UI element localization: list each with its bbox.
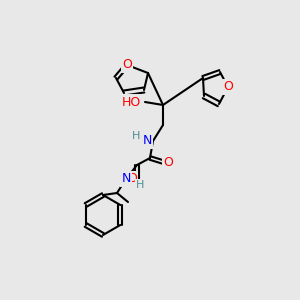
- Text: HO: HO: [122, 95, 141, 109]
- Text: N: N: [121, 172, 131, 185]
- Text: H: H: [136, 180, 144, 190]
- Text: H: H: [132, 131, 140, 141]
- Text: O: O: [127, 172, 137, 185]
- Text: N: N: [142, 134, 152, 148]
- Text: O: O: [122, 58, 132, 71]
- Text: O: O: [163, 155, 173, 169]
- Text: O: O: [223, 80, 233, 94]
